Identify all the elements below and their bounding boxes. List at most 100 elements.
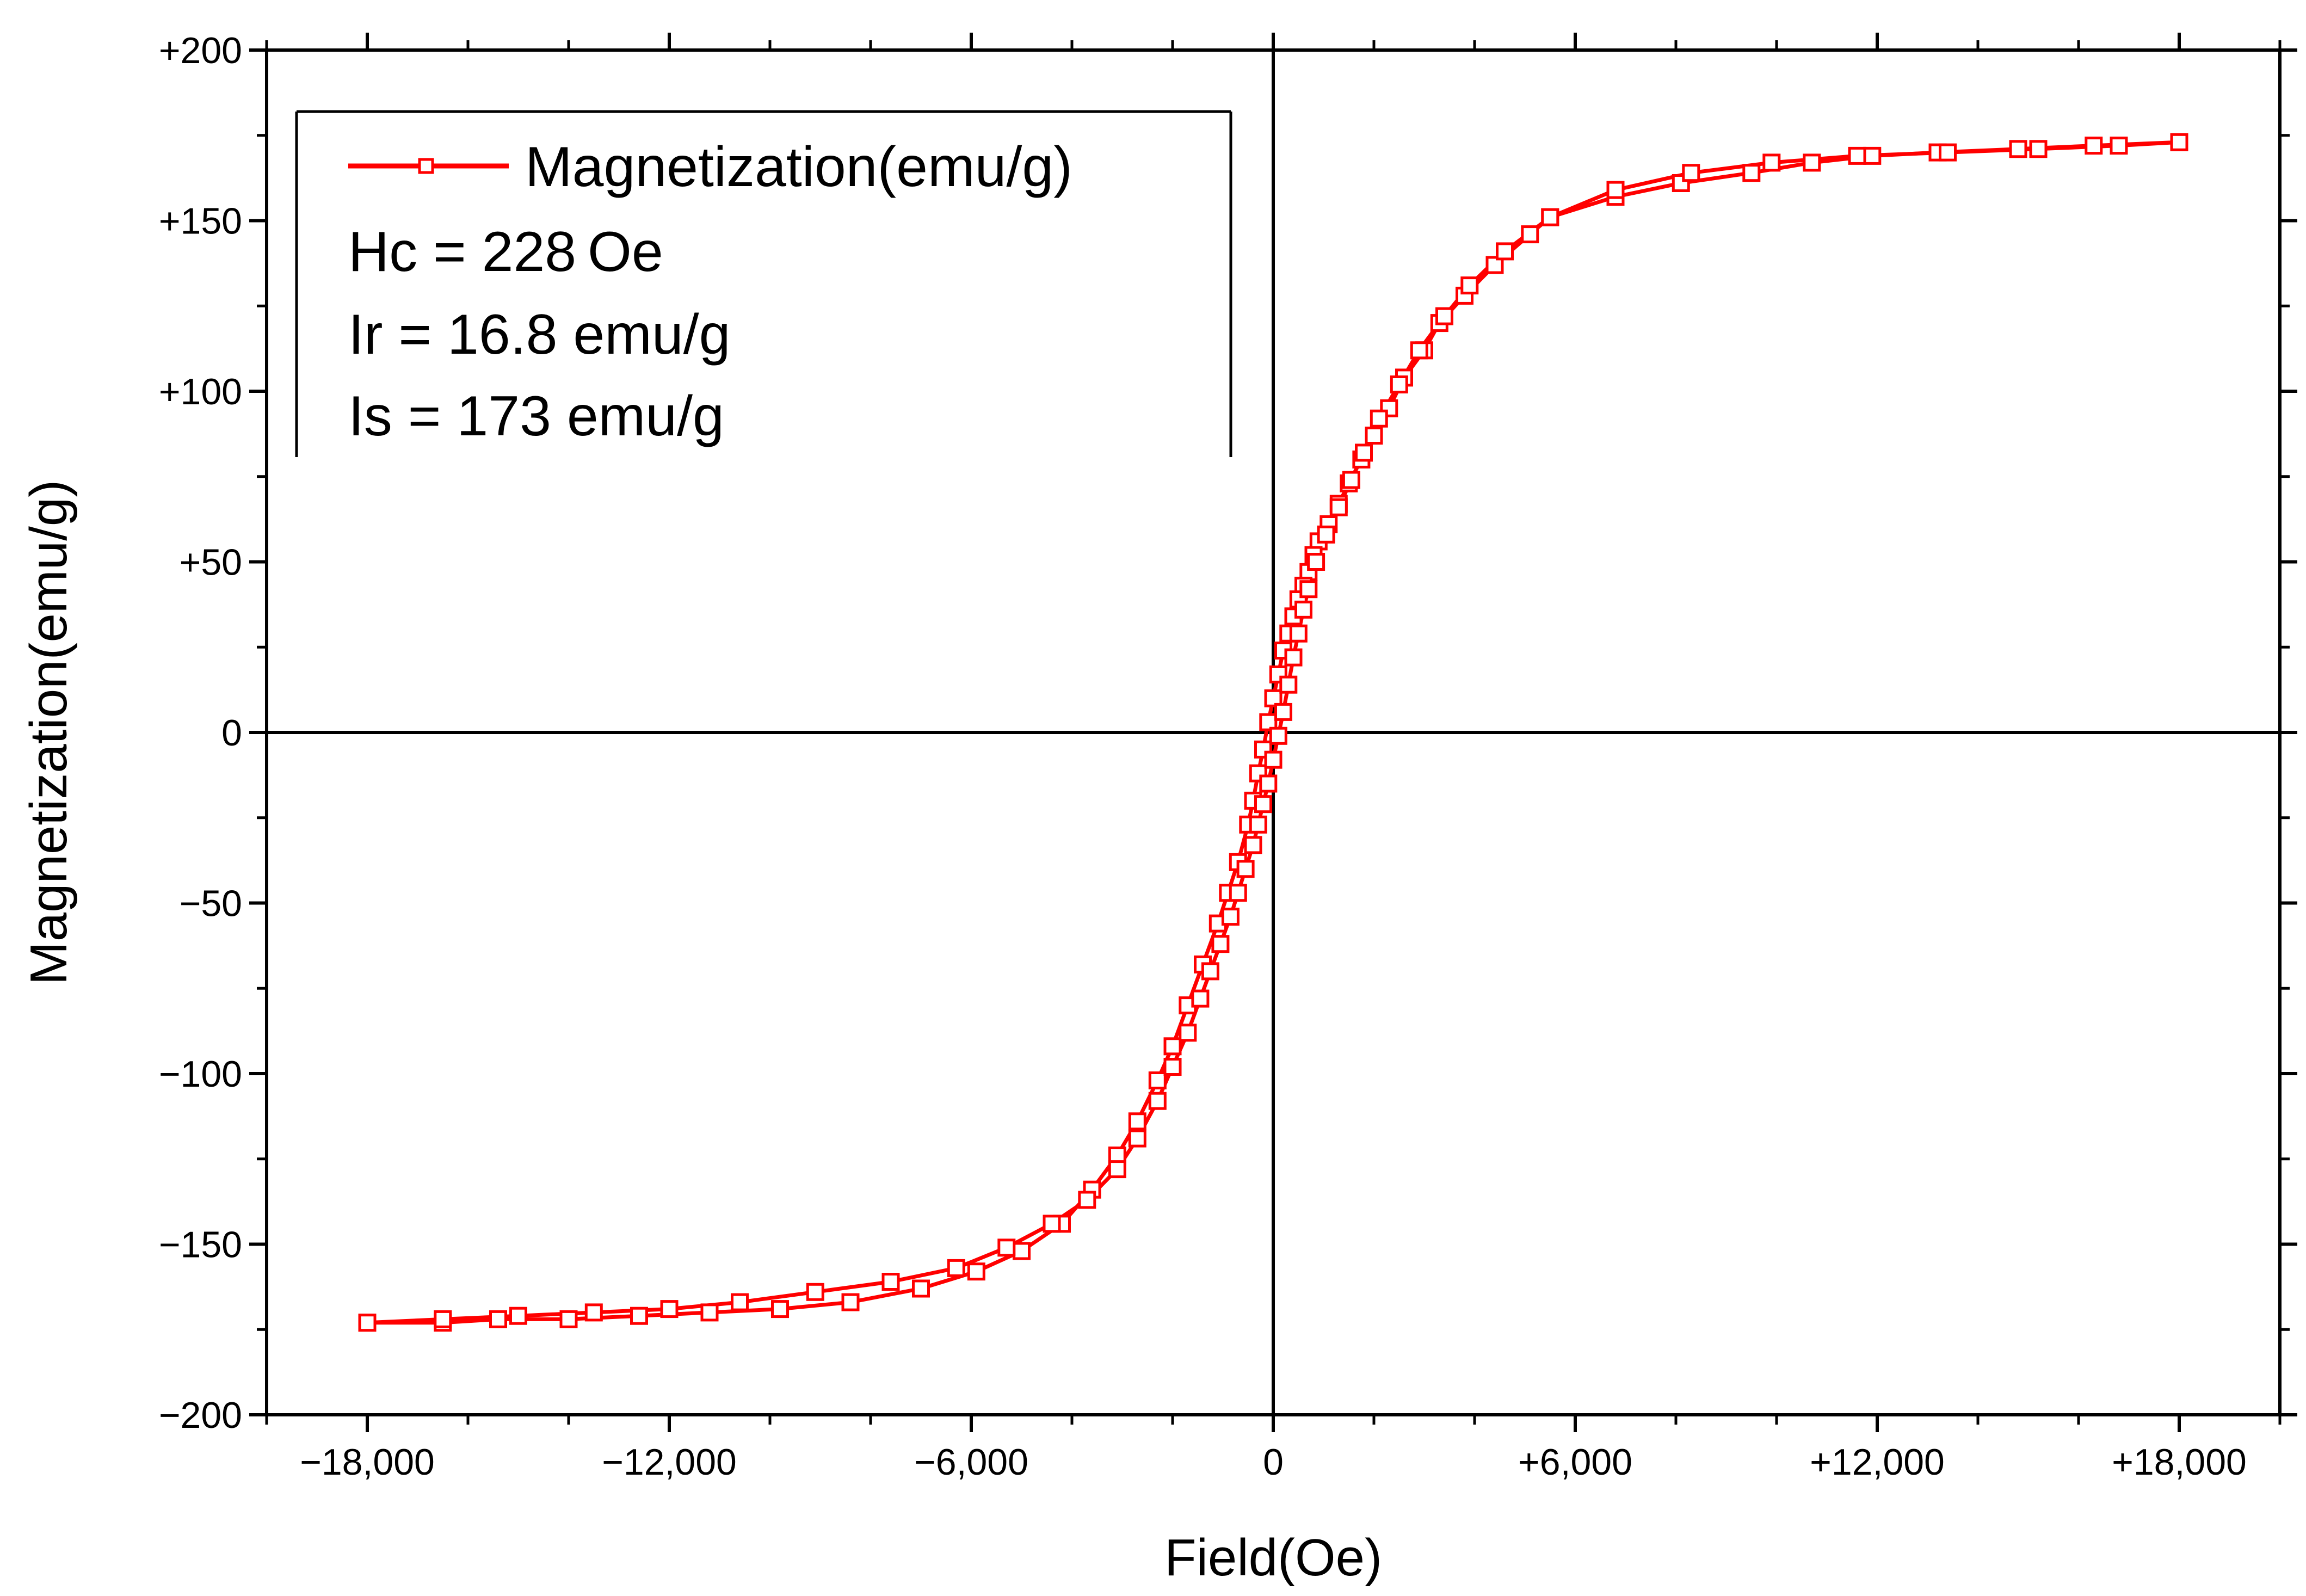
y-tick-label: +150 bbox=[159, 201, 242, 242]
data-point bbox=[1939, 143, 1957, 162]
data-point bbox=[1803, 153, 1821, 172]
data-point bbox=[1762, 153, 1781, 172]
data-point bbox=[2029, 140, 2048, 158]
data-point bbox=[967, 1262, 985, 1281]
series-layer bbox=[358, 133, 2188, 1332]
annotation-coercivity: Hc = 228 Oe bbox=[348, 220, 663, 284]
data-point bbox=[358, 1314, 377, 1332]
data-point bbox=[2009, 140, 2027, 158]
data-point bbox=[1148, 1092, 1167, 1110]
data-point bbox=[771, 1300, 789, 1318]
y-tick-label: 0 bbox=[221, 712, 242, 754]
data-point bbox=[1342, 471, 1360, 489]
x-tick-label: −12,000 bbox=[602, 1441, 737, 1483]
y-tick-label: +50 bbox=[180, 542, 242, 583]
data-point bbox=[1355, 443, 1373, 462]
data-point bbox=[2085, 137, 2103, 155]
y-tick-label: −150 bbox=[159, 1224, 242, 1266]
data-point bbox=[1682, 164, 1700, 182]
data-point bbox=[1259, 774, 1278, 793]
data-point bbox=[1201, 962, 1219, 981]
data-point bbox=[1521, 225, 1539, 244]
data-point bbox=[1279, 675, 1298, 694]
data-point bbox=[1317, 525, 1335, 544]
data-point bbox=[1221, 908, 1240, 926]
data-point bbox=[434, 1310, 452, 1328]
data-point bbox=[806, 1283, 824, 1301]
data-point bbox=[1013, 1242, 1031, 1260]
data-point bbox=[1284, 648, 1303, 667]
data-point bbox=[731, 1293, 749, 1311]
data-point bbox=[1148, 1071, 1167, 1089]
y-tick-label: −100 bbox=[159, 1053, 242, 1095]
data-point bbox=[1179, 1024, 1197, 1042]
x-tick-label: +6,000 bbox=[1518, 1441, 1632, 1483]
data-point bbox=[1163, 1058, 1182, 1076]
data-point bbox=[1329, 498, 1348, 516]
data-point bbox=[1496, 242, 1514, 261]
data-point bbox=[1460, 276, 1479, 295]
data-point bbox=[509, 1307, 527, 1325]
data-point bbox=[1254, 740, 1272, 759]
data-point bbox=[1365, 427, 1383, 445]
data-point bbox=[1043, 1215, 1061, 1233]
x-tick-label: −6,000 bbox=[914, 1441, 1028, 1483]
annotation-remanence: Ir = 16.8 emu/g bbox=[348, 303, 730, 366]
data-point bbox=[1541, 208, 1559, 226]
legend-marker-sample bbox=[418, 158, 434, 174]
data-point bbox=[1211, 935, 1230, 953]
y-axis-title: Magnetization(emu/g) bbox=[20, 480, 78, 985]
data-point bbox=[1244, 836, 1262, 854]
data-point bbox=[1606, 181, 1625, 199]
data-point bbox=[1485, 256, 1504, 274]
data-point bbox=[584, 1303, 603, 1322]
data-point bbox=[1269, 726, 1287, 745]
data-point bbox=[1294, 600, 1312, 619]
data-point bbox=[1191, 989, 1210, 1008]
data-point bbox=[1078, 1191, 1096, 1209]
data-point bbox=[630, 1307, 648, 1325]
y-tick-label: −50 bbox=[180, 883, 242, 925]
data-point bbox=[1229, 884, 1247, 902]
data-point bbox=[1249, 764, 1267, 782]
x-tick-label: −18,000 bbox=[300, 1441, 435, 1483]
y-tick-label: −200 bbox=[159, 1395, 242, 1436]
legend-series-label: Magnetization(emu/g) bbox=[525, 135, 1072, 199]
annotation-saturation: Is = 173 emu/g bbox=[348, 385, 724, 448]
data-point bbox=[1264, 750, 1283, 769]
x-axis-title: Field(Oe) bbox=[1164, 1529, 1382, 1587]
data-point bbox=[489, 1310, 507, 1328]
y-tick-label: +200 bbox=[159, 30, 242, 71]
data-point bbox=[1410, 341, 1428, 360]
x-axis: −18,000 −12,000 −6,000 0 +6,000 +12,000 +18,00… bbox=[265, 33, 2282, 1483]
data-point bbox=[997, 1238, 1016, 1257]
data-point bbox=[1390, 375, 1408, 393]
data-point bbox=[660, 1300, 679, 1318]
data-point bbox=[2170, 133, 2188, 151]
data-point bbox=[841, 1293, 860, 1311]
data-point bbox=[1274, 703, 1292, 721]
data-point bbox=[1289, 624, 1308, 643]
data-point bbox=[1236, 860, 1255, 878]
x-tick-label: +12,000 bbox=[1810, 1441, 1945, 1483]
data-point bbox=[1742, 164, 1761, 182]
x-tick-label: 0 bbox=[1263, 1441, 1284, 1483]
data-point bbox=[1128, 1112, 1146, 1131]
data-point bbox=[1370, 409, 1388, 428]
data-point bbox=[1435, 307, 1453, 325]
data-point bbox=[1249, 815, 1267, 834]
data-point bbox=[1863, 146, 1882, 165]
data-point bbox=[1299, 580, 1318, 599]
data-point bbox=[1163, 1037, 1182, 1056]
data-point bbox=[559, 1310, 578, 1328]
data-point bbox=[912, 1279, 930, 1298]
data-point bbox=[1108, 1160, 1126, 1179]
x-tick-label: +18,000 bbox=[2112, 1441, 2247, 1483]
data-point bbox=[1307, 553, 1325, 571]
legend: Magnetization(emu/g) Hc = 228 Oe Ir = 16… bbox=[295, 110, 1232, 457]
data-point bbox=[2110, 137, 2128, 155]
y-axis: −200 −150 −100 −50 0 +50 +100 +150 +200 bbox=[159, 30, 2297, 1436]
data-point bbox=[881, 1273, 900, 1291]
data-point bbox=[947, 1259, 965, 1277]
